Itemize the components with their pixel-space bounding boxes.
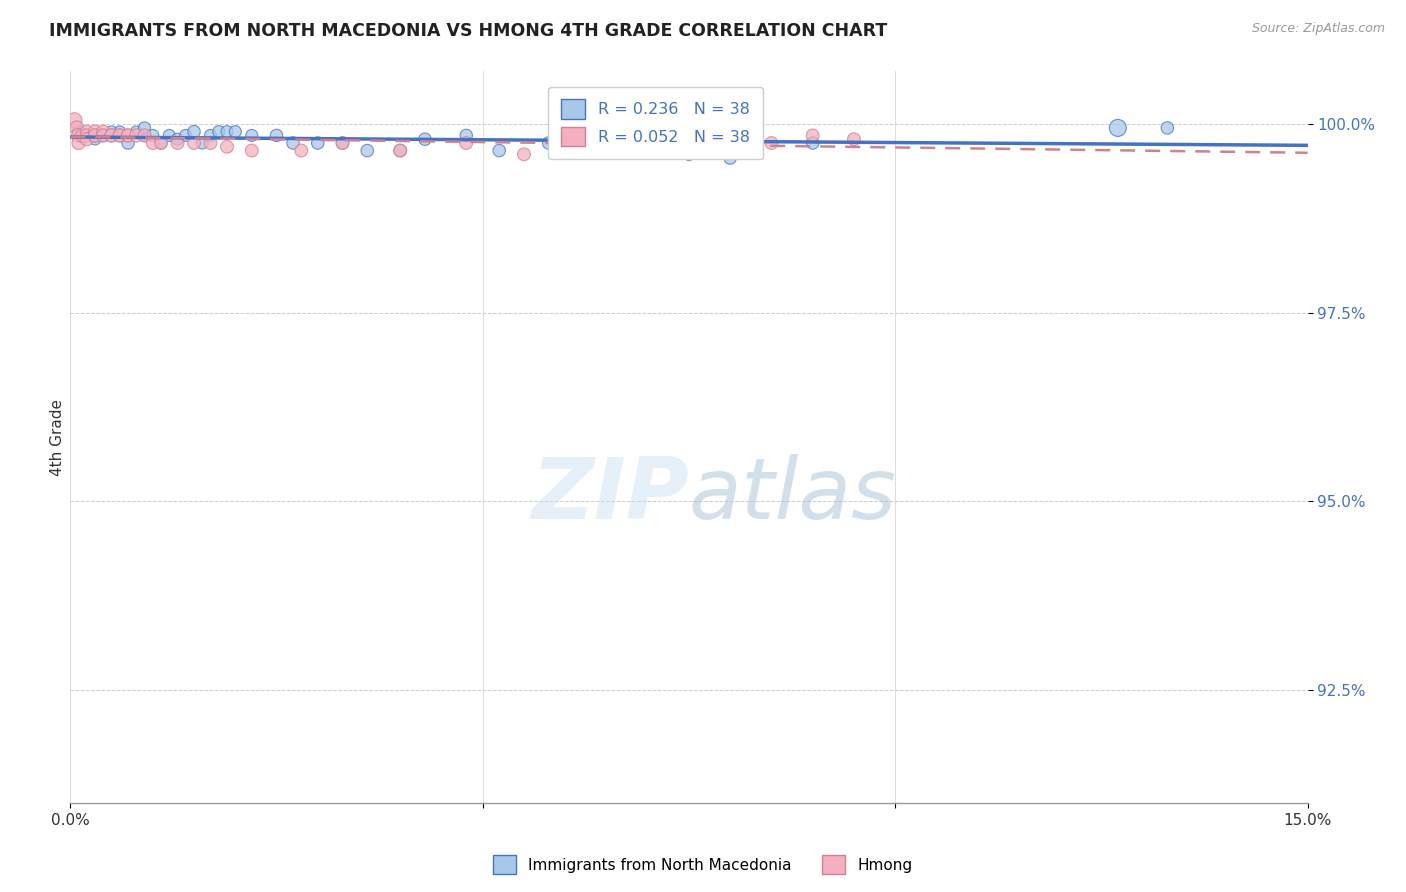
Point	[157, 128, 180, 143]
Text: atlas: atlas	[689, 454, 897, 537]
Point	[579, 144, 602, 158]
Point	[67, 125, 90, 139]
Point	[620, 136, 643, 150]
Point	[595, 136, 617, 150]
Point	[63, 113, 86, 128]
Point	[84, 132, 107, 146]
Point	[100, 128, 122, 143]
Point	[67, 128, 90, 143]
Point	[150, 136, 173, 150]
Point	[456, 128, 478, 143]
Point	[266, 128, 288, 143]
Point	[537, 136, 560, 150]
Point	[579, 136, 602, 150]
Point	[801, 136, 824, 150]
Point	[842, 132, 865, 146]
Point	[84, 125, 107, 139]
Text: IMMIGRANTS FROM NORTH MACEDONIA VS HMONG 4TH GRADE CORRELATION CHART: IMMIGRANTS FROM NORTH MACEDONIA VS HMONG…	[49, 22, 887, 40]
Y-axis label: 4th Grade: 4th Grade	[49, 399, 65, 475]
Point	[66, 120, 89, 135]
Point	[67, 136, 90, 150]
Point	[108, 128, 131, 143]
Point	[91, 128, 114, 143]
Point	[183, 136, 205, 150]
Point	[142, 136, 165, 150]
Point	[183, 125, 205, 139]
Point	[84, 128, 107, 143]
Point	[142, 128, 165, 143]
Point	[761, 136, 783, 150]
Point	[125, 125, 148, 139]
Point	[307, 136, 329, 150]
Point	[117, 128, 139, 143]
Point	[332, 136, 354, 150]
Point	[718, 151, 741, 165]
Point	[125, 128, 148, 143]
Point	[413, 132, 436, 146]
Point	[389, 144, 412, 158]
Point	[76, 132, 98, 146]
Point	[72, 128, 94, 143]
Point	[281, 136, 304, 150]
Point	[76, 125, 98, 139]
Point	[290, 144, 312, 158]
Legend: Immigrants from North Macedonia, Hmong: Immigrants from North Macedonia, Hmong	[486, 849, 920, 880]
Text: ZIP: ZIP	[531, 454, 689, 537]
Point	[200, 128, 222, 143]
Point	[174, 128, 197, 143]
Point	[332, 136, 354, 150]
Point	[91, 128, 114, 143]
Point	[513, 147, 536, 161]
Point	[801, 128, 824, 143]
Point	[215, 140, 238, 154]
Point	[208, 125, 231, 139]
Point	[488, 144, 510, 158]
Point	[76, 128, 98, 143]
Point	[1107, 120, 1129, 135]
Point	[150, 136, 173, 150]
Point	[356, 144, 378, 158]
Point	[240, 128, 263, 143]
Point	[678, 147, 700, 161]
Point	[456, 136, 478, 150]
Point	[1156, 120, 1178, 135]
Point	[108, 125, 131, 139]
Point	[117, 128, 139, 143]
Point	[240, 144, 263, 158]
Point	[134, 128, 156, 143]
Point	[108, 128, 131, 143]
Point	[166, 136, 188, 150]
Point	[389, 144, 412, 158]
Point	[191, 136, 214, 150]
Legend: R = 0.236   N = 38, R = 0.052   N = 38: R = 0.236 N = 38, R = 0.052 N = 38	[548, 87, 762, 159]
Point	[84, 128, 107, 143]
Point	[134, 128, 156, 143]
Point	[100, 128, 122, 143]
Point	[166, 132, 188, 146]
Point	[134, 120, 156, 135]
Point	[117, 136, 139, 150]
Point	[100, 125, 122, 139]
Point	[215, 125, 238, 139]
Point	[91, 125, 114, 139]
Text: Source: ZipAtlas.com: Source: ZipAtlas.com	[1251, 22, 1385, 36]
Point	[200, 136, 222, 150]
Point	[224, 125, 246, 139]
